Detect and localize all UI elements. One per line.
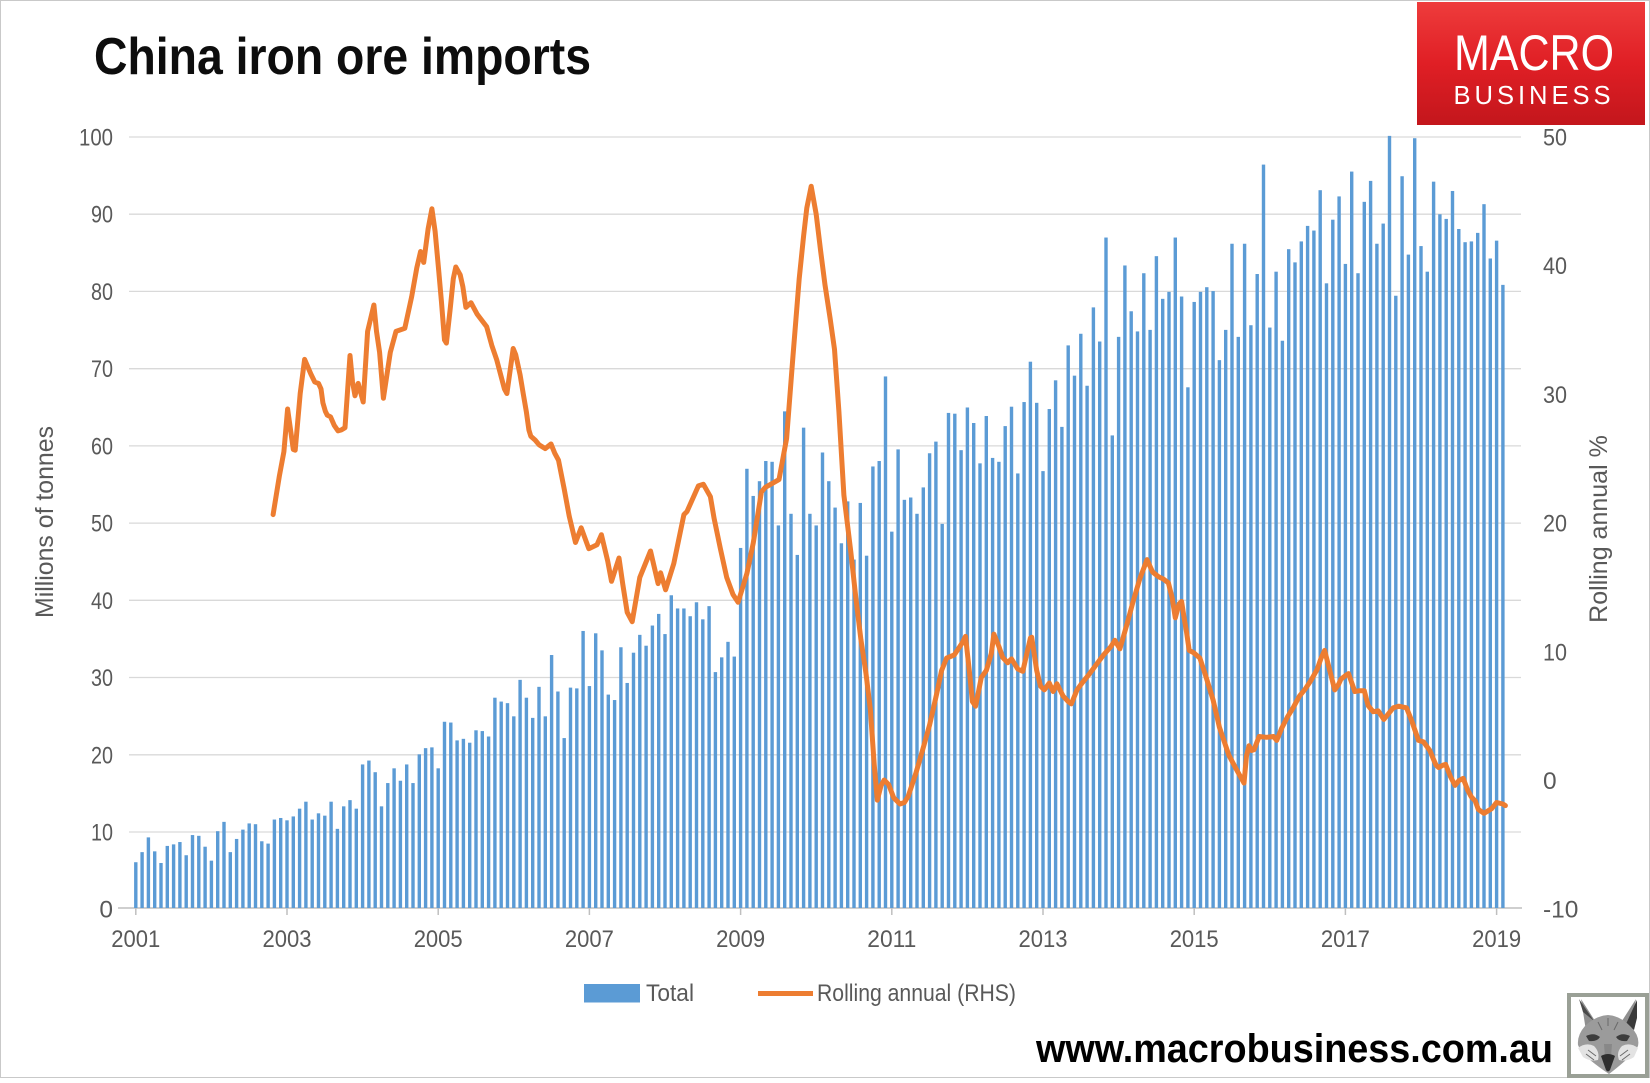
svg-text:50: 50 bbox=[91, 511, 113, 538]
svg-text:2017: 2017 bbox=[1321, 926, 1370, 953]
svg-text:Millions of tonnes: Millions of tonnes bbox=[31, 426, 59, 618]
svg-text:2015: 2015 bbox=[1170, 926, 1219, 953]
svg-text:10: 10 bbox=[1543, 639, 1567, 666]
svg-text:20: 20 bbox=[91, 742, 113, 769]
svg-text:2005: 2005 bbox=[414, 926, 463, 953]
svg-text:0: 0 bbox=[99, 897, 113, 924]
svg-text:10: 10 bbox=[91, 820, 113, 847]
svg-text:80: 80 bbox=[91, 279, 113, 306]
svg-text:www.macrobusiness.com.au: www.macrobusiness.com.au bbox=[1035, 1027, 1553, 1071]
svg-text:60: 60 bbox=[91, 433, 113, 460]
svg-text:Total: Total bbox=[646, 980, 694, 1007]
svg-text:40: 40 bbox=[91, 588, 113, 615]
svg-text:Rolling annual (RHS): Rolling annual (RHS) bbox=[817, 980, 1016, 1007]
svg-text:-10: -10 bbox=[1543, 897, 1578, 924]
svg-text:30: 30 bbox=[1543, 382, 1567, 409]
svg-text:90: 90 bbox=[91, 202, 113, 229]
svg-text:2019: 2019 bbox=[1472, 926, 1521, 953]
svg-text:2003: 2003 bbox=[263, 926, 312, 953]
svg-text:MACRO: MACRO bbox=[1454, 25, 1614, 81]
svg-text:70: 70 bbox=[91, 356, 113, 383]
svg-text:Rolling annual %: Rolling annual % bbox=[1585, 435, 1613, 623]
svg-text:2009: 2009 bbox=[716, 926, 765, 953]
svg-text:20: 20 bbox=[1543, 511, 1567, 538]
svg-text:0: 0 bbox=[1543, 768, 1557, 795]
svg-text:2001: 2001 bbox=[111, 926, 160, 953]
svg-text:2011: 2011 bbox=[867, 926, 916, 953]
svg-text:100: 100 bbox=[79, 125, 113, 152]
svg-text:China iron ore imports: China iron ore imports bbox=[94, 28, 591, 86]
svg-text:BUSINESS: BUSINESS bbox=[1454, 80, 1615, 110]
svg-text:40: 40 bbox=[1543, 253, 1567, 280]
svg-text:30: 30 bbox=[91, 665, 113, 692]
svg-text:2007: 2007 bbox=[565, 926, 614, 953]
svg-text:50: 50 bbox=[1543, 125, 1567, 152]
svg-text:2013: 2013 bbox=[1019, 926, 1068, 953]
